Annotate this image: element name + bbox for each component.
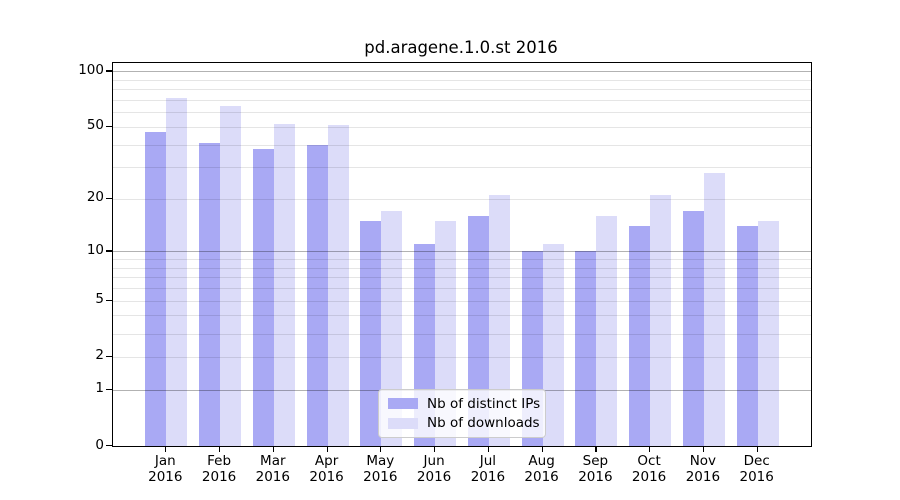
bar-downloads-apr xyxy=(327,125,349,446)
x-tick-label-feb: Feb 2016 xyxy=(201,453,237,485)
bar-downloads-nov xyxy=(703,172,725,446)
bar-ips-jul xyxy=(467,216,489,446)
y-tick-20 xyxy=(106,197,112,200)
bar-ips-nov xyxy=(682,211,704,446)
legend-item-downloads: Nb of downloads xyxy=(388,414,540,432)
gridline-8 xyxy=(113,267,811,269)
y-tick-label-0: 0 xyxy=(95,436,104,453)
y-tick-10 xyxy=(106,250,112,252)
y-tick-5 xyxy=(106,299,112,301)
x-tick-jun xyxy=(434,447,436,452)
bar-ips-oct xyxy=(629,226,651,446)
gridline-90 xyxy=(113,79,811,81)
x-tick-oct xyxy=(649,447,651,452)
bar-ips-dec xyxy=(736,226,758,446)
x-tick-label-aug: Aug 2016 xyxy=(524,453,559,485)
bar-downloads-jan xyxy=(166,97,188,446)
gridline-3 xyxy=(113,333,811,335)
x-tick-apr xyxy=(326,447,328,452)
bar-downloads-jul xyxy=(488,195,510,446)
x-tick-dec xyxy=(756,447,758,452)
bar-ips-jan xyxy=(145,131,167,446)
gridline-20 xyxy=(113,198,811,200)
y-tick-2 xyxy=(106,355,112,357)
gridline-40 xyxy=(113,144,811,146)
x-tick-label-mar: Mar 2016 xyxy=(255,453,290,485)
bar-ips-sep xyxy=(575,251,597,446)
gridline-5 xyxy=(113,300,811,302)
y-tick-0 xyxy=(106,445,112,447)
gridline-7 xyxy=(113,277,811,279)
gridline-60 xyxy=(113,112,811,114)
x-tick-label-nov: Nov 2016 xyxy=(685,453,721,485)
x-tick-label-apr: Apr 2016 xyxy=(309,453,344,485)
gridline-80 xyxy=(113,89,811,91)
x-tick-label-may: May 2016 xyxy=(363,453,398,485)
x-tick-label-jan: Jan 2016 xyxy=(148,453,183,485)
x-tick-jan xyxy=(165,447,167,452)
x-tick-sep xyxy=(595,447,597,452)
y-tick-1 xyxy=(106,388,112,390)
legend-label-distinct-ips: Nb of distinct IPs xyxy=(427,395,541,412)
gridline-2 xyxy=(113,356,811,358)
y-tick-label-100: 100 xyxy=(78,61,104,78)
bar-downloads-aug xyxy=(542,244,564,446)
y-tick-label-1: 1 xyxy=(95,380,104,397)
x-tick-may xyxy=(380,447,382,452)
x-tick-mar xyxy=(272,447,274,452)
gridline-50 xyxy=(113,126,811,128)
gridline-6 xyxy=(113,288,811,290)
y-tick-label-50: 50 xyxy=(86,117,104,134)
x-tick-label-dec: Dec 2016 xyxy=(739,453,774,485)
bar-ips-feb xyxy=(199,142,221,446)
x-tick-label-oct: Oct 2016 xyxy=(631,453,667,485)
legend: Nb of distinct IPs Nb of downloads xyxy=(378,389,546,438)
bar-downloads-oct xyxy=(650,195,672,446)
bar-downloads-sep xyxy=(596,216,618,446)
legend-label-downloads: Nb of downloads xyxy=(427,415,540,432)
x-tick-jul xyxy=(487,447,490,452)
y-tick-label-20: 20 xyxy=(86,189,104,206)
gridline-10 xyxy=(113,251,811,253)
bar-ips-apr xyxy=(306,144,328,446)
legend-swatch-ips-icon xyxy=(388,398,418,410)
bar-downloads-feb xyxy=(220,105,242,446)
x-tick-label-sep: Sep 2016 xyxy=(578,453,613,485)
gridline-4 xyxy=(113,315,811,317)
y-tick-label-2: 2 xyxy=(95,347,104,364)
bar-downloads-mar xyxy=(273,123,295,446)
chart-title: pd.aragene.1.0.st 2016 xyxy=(364,38,558,57)
x-tick-label-jul: Jul 2016 xyxy=(470,453,506,485)
x-tick-label-jun: Jun 2016 xyxy=(416,453,452,485)
gridline-70 xyxy=(113,100,811,101)
gridline-30 xyxy=(113,167,811,169)
x-tick-nov xyxy=(702,447,705,452)
legend-swatch-downloads-icon xyxy=(388,417,418,429)
bar-downloads-dec xyxy=(757,220,779,446)
y-tick-50 xyxy=(106,125,112,128)
y-tick-100 xyxy=(106,70,112,72)
y-tick-label-10: 10 xyxy=(86,241,104,258)
gridline-100 xyxy=(113,71,811,73)
bar-ips-may xyxy=(360,220,382,446)
y-tick-label-5: 5 xyxy=(95,291,104,308)
bar-ips-mar xyxy=(252,148,274,446)
x-tick-feb xyxy=(219,447,221,452)
bar-downloads-may xyxy=(381,211,403,446)
legend-item-distinct-ips: Nb of distinct IPs xyxy=(388,395,540,413)
gridline-9 xyxy=(113,259,811,261)
x-tick-aug xyxy=(541,447,543,452)
plot-area: Nb of distinct IPs Nb of downloads xyxy=(112,62,812,447)
